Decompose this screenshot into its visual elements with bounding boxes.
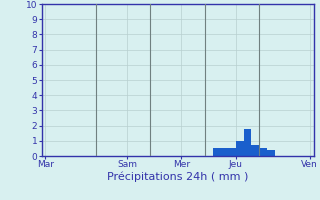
Bar [236, 141, 244, 156]
Bar [252, 145, 259, 156]
Bar [220, 148, 228, 156]
Bar [244, 129, 252, 156]
X-axis label: Précipitations 24h ( mm ): Précipitations 24h ( mm ) [107, 172, 248, 182]
Bar [267, 150, 275, 156]
Bar [259, 148, 267, 156]
Bar [228, 148, 236, 156]
Bar [212, 148, 220, 156]
